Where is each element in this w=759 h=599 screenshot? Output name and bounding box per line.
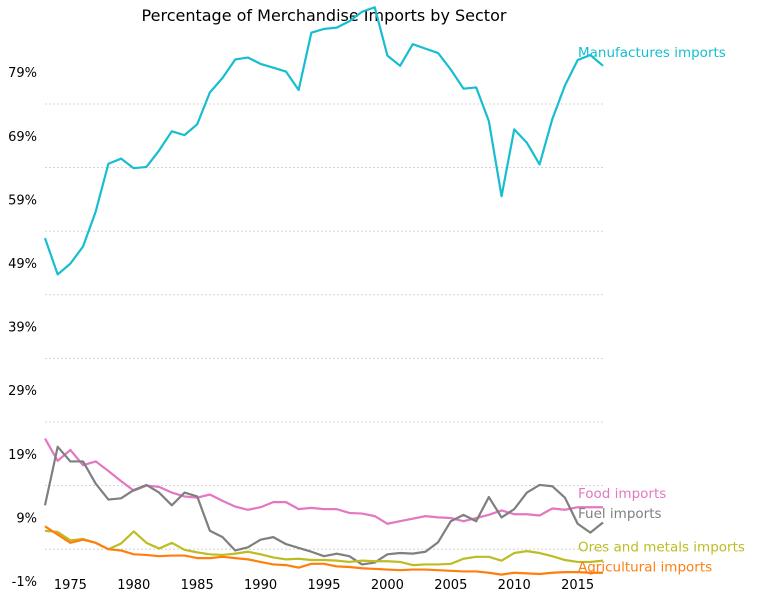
series-label: Fuel imports bbox=[578, 506, 662, 522]
series-line-food-imports bbox=[44, 437, 603, 525]
grid bbox=[45, 103, 603, 550]
series-label: Food imports bbox=[578, 486, 666, 502]
x-tick-label: 2005 bbox=[434, 578, 467, 593]
y-tick-label: 39% bbox=[8, 321, 37, 336]
series-lines bbox=[43, 6, 604, 576]
x-tick-label: 1975 bbox=[54, 578, 87, 593]
chart-title: Percentage of Merchandise Imports by Sec… bbox=[142, 6, 507, 25]
x-tick-label: 1985 bbox=[181, 578, 214, 593]
x-tick-label: 2010 bbox=[498, 578, 531, 593]
y-tick-label: 59% bbox=[8, 193, 37, 208]
x-tick-label: 2015 bbox=[561, 578, 594, 593]
x-tick-label: 1990 bbox=[244, 578, 277, 593]
series-line-ores-and-metals-imports bbox=[44, 529, 604, 567]
y-tick-label: 9% bbox=[16, 511, 37, 526]
series-line-fuel-imports bbox=[43, 445, 604, 566]
y-tick-label: 49% bbox=[8, 257, 37, 272]
y-tick-label: 79% bbox=[8, 66, 37, 81]
y-axis-ticks: -1% 9% 19% 29% 39% 49% 59% 69% 79% bbox=[8, 66, 37, 590]
series-line-agricultural-imports bbox=[44, 525, 603, 576]
y-tick-label: -1% bbox=[12, 575, 37, 590]
x-tick-label: 2000 bbox=[371, 578, 404, 593]
y-tick-label: 69% bbox=[8, 130, 37, 145]
series-label: Manufactures imports bbox=[578, 45, 726, 61]
y-tick-label: 29% bbox=[8, 384, 37, 399]
x-tick-label: 1995 bbox=[307, 578, 340, 593]
series-line-manufactures-imports bbox=[43, 6, 604, 276]
series-label: Ores and metals imports bbox=[578, 540, 745, 556]
x-tick-label: 1980 bbox=[117, 578, 150, 593]
series-labels: Manufactures imports Food imports Fuel imp… bbox=[578, 45, 745, 576]
x-axis-ticks: 1975 1980 1985 1990 1995 2000 2005 2010 2015 bbox=[54, 578, 594, 593]
series-label: Agricultural imports bbox=[578, 560, 712, 576]
y-tick-label: 19% bbox=[8, 448, 37, 463]
